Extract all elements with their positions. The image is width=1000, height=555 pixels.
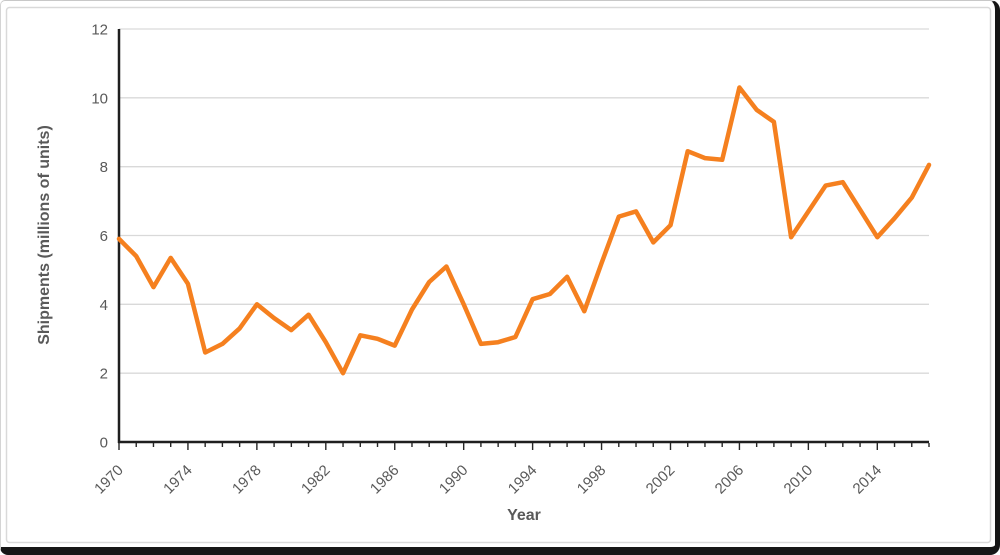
series-line-shipments xyxy=(116,85,932,376)
x-tick-label: 1990 xyxy=(436,462,472,498)
chart-frame xyxy=(5,6,992,544)
y-axis-title: Shipments (millions of units) xyxy=(36,125,53,345)
y-tick-label: 8 xyxy=(100,159,108,176)
y-tick-label: 0 xyxy=(100,435,108,452)
x-tick-label: 1994 xyxy=(505,462,541,498)
y-tick-label: 6 xyxy=(100,228,108,245)
x-tick-label: 1970 xyxy=(91,462,127,498)
x-axis-title: Year xyxy=(507,507,541,524)
y-tick-label: 12 xyxy=(91,22,108,39)
x-tick-label: 2002 xyxy=(643,462,679,498)
x-tick-label: 2010 xyxy=(781,462,817,498)
x-tick-label: 1978 xyxy=(229,462,265,498)
x-tick-label: 1974 xyxy=(160,462,196,498)
x-tick-label: 1998 xyxy=(574,462,610,498)
y-tick-label: 2 xyxy=(100,366,108,383)
y-tick-label: 10 xyxy=(91,90,108,107)
x-tick-label: 1986 xyxy=(367,462,403,498)
x-tick-label: 2014 xyxy=(850,462,886,498)
x-tick-label: 2006 xyxy=(712,462,748,498)
x-tick-label: 1982 xyxy=(298,462,334,498)
y-tick-label: 4 xyxy=(100,297,108,314)
